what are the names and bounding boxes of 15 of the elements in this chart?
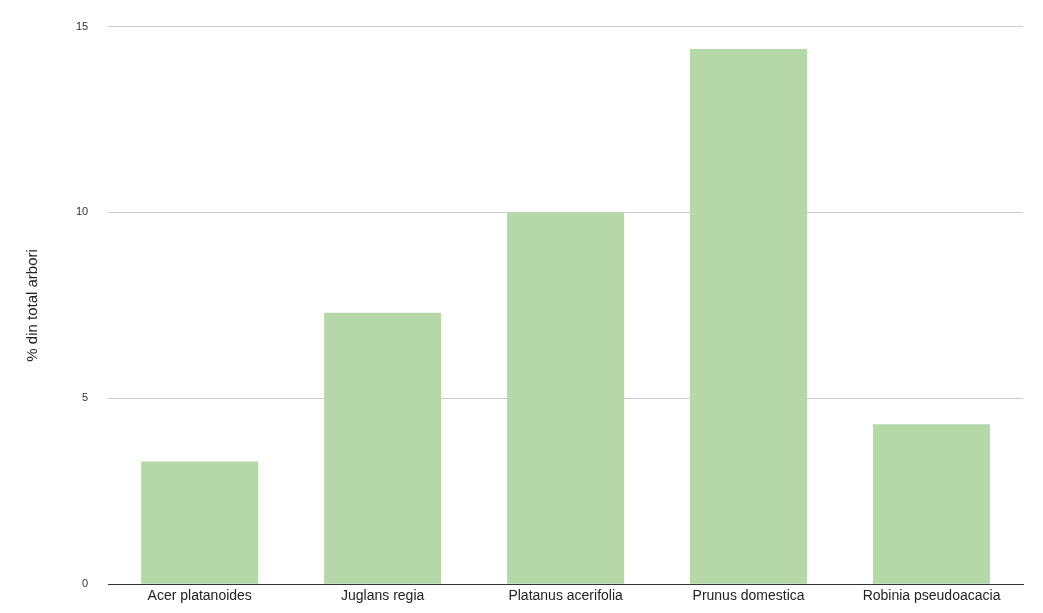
bar bbox=[141, 461, 259, 584]
x-tick-label: Acer platanoides bbox=[147, 587, 252, 604]
bar bbox=[324, 312, 442, 584]
y-axis-title: % din total arbori bbox=[23, 249, 41, 362]
x-tick-label: Juglans regia bbox=[341, 587, 425, 604]
bar bbox=[507, 212, 625, 584]
x-tick-label: Platanus acerifolia bbox=[508, 587, 624, 604]
y-tick-label: 15 bbox=[75, 19, 89, 32]
y-tick-label: 10 bbox=[75, 205, 89, 218]
bar bbox=[872, 424, 991, 584]
x-tick-label: Robinia pseudoacacia bbox=[862, 587, 1001, 604]
x-tick-label: Prunus domestica bbox=[692, 587, 805, 604]
y-tick-label: 5 bbox=[82, 391, 89, 404]
bar bbox=[690, 48, 808, 584]
y-tick-label: 0 bbox=[82, 577, 89, 590]
